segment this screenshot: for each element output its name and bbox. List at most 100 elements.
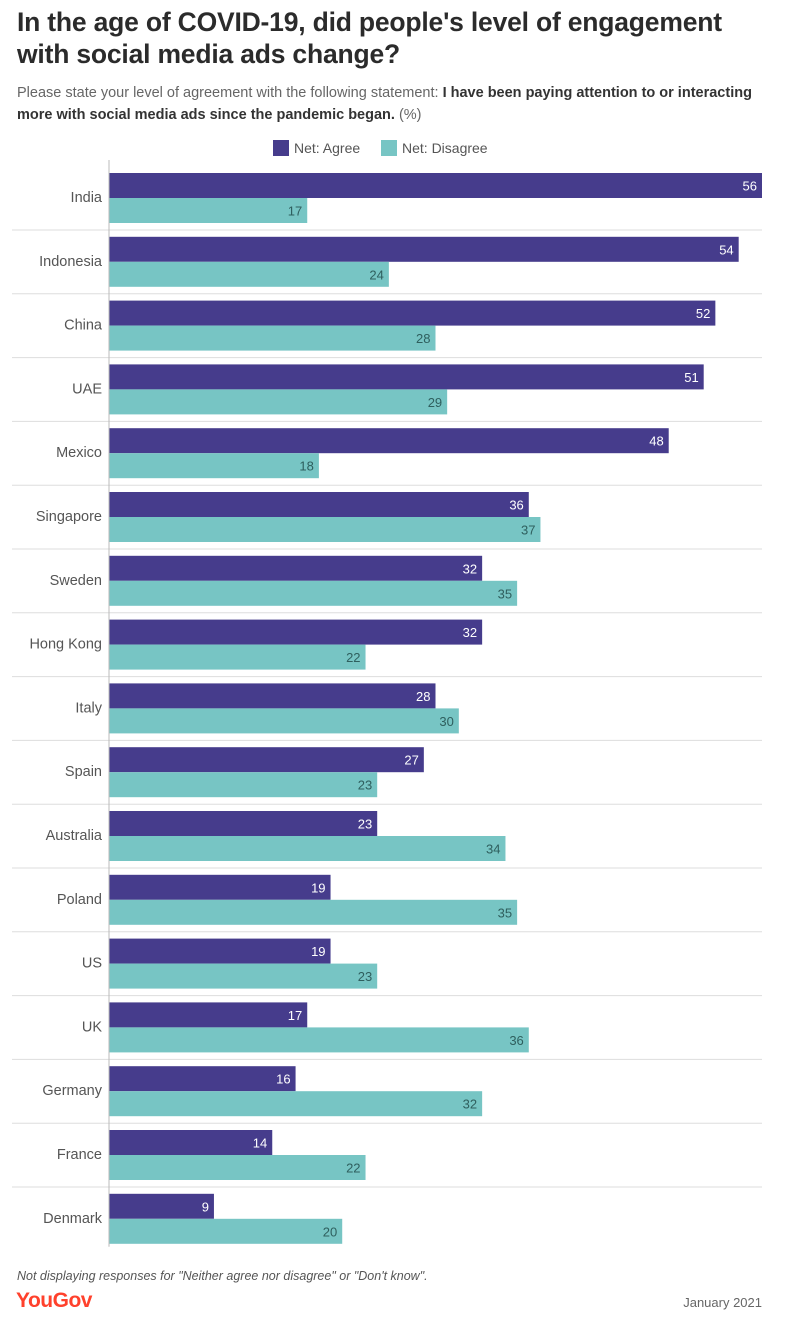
value-label-disagree-indonesia: 24 — [369, 267, 383, 282]
category-label-spain: Spain — [65, 764, 102, 780]
bar-agree-italy — [109, 683, 436, 709]
subtitle-prefix: Please state your level of agreement wit… — [17, 85, 443, 101]
value-label-agree-sweden: 32 — [463, 561, 477, 576]
bar-disagree-denmark — [109, 1218, 343, 1244]
value-label-agree-uk: 17 — [288, 1008, 302, 1023]
bar-disagree-india — [109, 198, 308, 223]
bar-agree-spain — [109, 747, 424, 773]
bar-disagree-france — [109, 1155, 366, 1180]
value-label-agree-hong-kong: 32 — [463, 625, 477, 640]
legend-item-disagree: Net: Disagree — [381, 139, 488, 157]
category-label-poland: Poland — [57, 892, 102, 908]
value-label-disagree-denmark: 20 — [323, 1224, 337, 1239]
bar-disagree-germany — [109, 1091, 483, 1117]
value-label-disagree-australia: 34 — [486, 842, 500, 857]
value-label-agree-india: 56 — [743, 179, 757, 194]
bar-agree-denmark — [109, 1193, 214, 1219]
bar-disagree-italy — [109, 708, 459, 734]
legend-swatch-agree — [273, 140, 289, 156]
value-label-agree-mexico: 48 — [649, 434, 663, 449]
value-label-agree-italy: 28 — [416, 689, 430, 704]
bar-agree-germany — [109, 1066, 296, 1092]
date-label: January 2021 — [683, 1295, 762, 1310]
bar-agree-hong-kong — [109, 619, 483, 645]
bar-agree-sweden — [109, 555, 483, 581]
value-label-disagree-spain: 23 — [358, 778, 372, 793]
value-label-agree-spain: 27 — [404, 753, 418, 768]
chart-legend: Net: Agree Net: Disagree — [0, 139, 792, 157]
value-label-disagree-us: 23 — [358, 969, 372, 984]
bar-agree-mexico — [109, 428, 669, 454]
value-label-disagree-uae: 29 — [428, 395, 442, 410]
bar-agree-uk — [109, 1002, 308, 1028]
bar-disagree-china — [109, 325, 436, 351]
bar-disagree-mexico — [109, 453, 319, 479]
value-label-disagree-singapore: 37 — [521, 523, 535, 538]
category-label-indonesia: Indonesia — [39, 254, 103, 270]
value-label-agree-singapore: 36 — [509, 498, 523, 513]
yougov-logo: YouGov — [16, 1289, 92, 1312]
subtitle-suffix: (%) — [394, 107, 422, 123]
chart-subtitle: Please state your level of agreement wit… — [17, 82, 777, 126]
bar-agree-australia — [109, 811, 378, 836]
bar-chart: India 56 17 Indonesia 54 24 China 52 28 UAE 51 29 Me… — [12, 160, 762, 1247]
bar-disagree-poland — [109, 899, 518, 925]
value-label-disagree-mexico: 18 — [299, 459, 313, 474]
bar-disagree-indonesia — [109, 261, 389, 287]
bar-agree-indonesia — [109, 236, 739, 262]
bar-disagree-spain — [109, 772, 378, 798]
value-label-agree-france: 14 — [253, 1136, 267, 1151]
subtitle-statement: I have been paying attention to or inter… — [17, 85, 752, 123]
category-label-sweden: Sweden — [50, 573, 102, 589]
legend-swatch-disagree — [381, 140, 397, 156]
category-label-france: France — [57, 1147, 102, 1163]
bar-agree-us — [109, 938, 331, 964]
category-label-uk: UK — [82, 1019, 102, 1035]
category-label-china: China — [64, 318, 103, 334]
category-label-australia: Australia — [46, 828, 103, 844]
bar-disagree-singapore — [109, 517, 541, 542]
category-label-denmark: Denmark — [43, 1211, 103, 1227]
value-label-agree-poland: 19 — [311, 880, 325, 895]
bar-disagree-uae — [109, 389, 448, 415]
value-label-agree-australia: 23 — [358, 817, 372, 832]
value-label-disagree-poland: 35 — [498, 905, 512, 920]
value-label-disagree-india: 17 — [288, 204, 302, 219]
value-label-disagree-france: 22 — [346, 1161, 360, 1176]
value-label-disagree-sweden: 35 — [498, 586, 512, 601]
category-label-mexico: Mexico — [56, 445, 102, 461]
value-label-disagree-italy: 30 — [439, 714, 453, 729]
category-label-germany: Germany — [42, 1083, 102, 1099]
value-label-agree-us: 19 — [311, 944, 325, 959]
category-label-us: US — [82, 956, 102, 972]
value-label-disagree-china: 28 — [416, 331, 430, 346]
legend-item-agree: Net: Agree — [273, 139, 360, 157]
value-label-disagree-uk: 36 — [509, 1033, 523, 1048]
category-label-italy: Italy — [75, 700, 102, 716]
chart-title: In the age of COVID-19, did people's lev… — [17, 7, 722, 69]
bar-disagree-sweden — [109, 580, 518, 606]
bar-agree-france — [109, 1130, 273, 1155]
footnote: Not displaying responses for "Neither ag… — [17, 1269, 428, 1283]
bar-agree-uae — [109, 364, 704, 390]
bar-disagree-australia — [109, 836, 506, 861]
bar-disagree-uk — [109, 1027, 529, 1053]
category-label-hong-kong: Hong Kong — [29, 637, 102, 653]
bar-agree-india — [109, 173, 762, 198]
legend-label-agree: Net: Agree — [294, 140, 361, 156]
category-label-singapore: Singapore — [36, 509, 102, 525]
bar-disagree-us — [109, 963, 378, 989]
bar-disagree-hong-kong — [109, 644, 366, 670]
category-label-india: India — [71, 190, 103, 206]
bar-agree-poland — [109, 874, 331, 900]
value-label-agree-indonesia: 54 — [719, 242, 733, 257]
value-label-agree-uae: 51 — [684, 370, 698, 385]
value-label-disagree-hong-kong: 22 — [346, 650, 360, 665]
bar-agree-china — [109, 300, 716, 326]
legend-label-disagree: Net: Disagree — [402, 140, 488, 156]
value-label-agree-china: 52 — [696, 306, 710, 321]
value-label-disagree-germany: 32 — [463, 1097, 477, 1112]
bar-agree-singapore — [109, 492, 529, 517]
value-label-agree-germany: 16 — [276, 1072, 290, 1087]
value-label-agree-denmark: 9 — [202, 1199, 209, 1214]
